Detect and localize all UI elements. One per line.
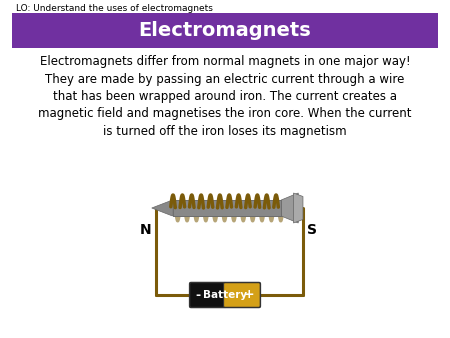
Text: N: N: [140, 223, 151, 237]
Text: Electromagnets differ from normal magnets in one major way!
They are made by pas: Electromagnets differ from normal magnet…: [38, 55, 412, 138]
Text: Electromagnets: Electromagnets: [139, 21, 311, 40]
Text: LO: Understand the uses of electromagnets: LO: Understand the uses of electromagnet…: [16, 4, 213, 13]
Text: -: -: [196, 289, 201, 301]
Text: +: +: [243, 289, 254, 301]
Bar: [172, 200, 281, 216]
Polygon shape: [152, 200, 172, 216]
Polygon shape: [293, 193, 303, 223]
Bar: [172, 200, 281, 216]
FancyBboxPatch shape: [189, 283, 226, 308]
Text: S: S: [307, 223, 317, 237]
Bar: [12, 13, 437, 48]
FancyBboxPatch shape: [224, 283, 261, 308]
Text: Battery: Battery: [203, 290, 247, 300]
Polygon shape: [281, 193, 298, 223]
